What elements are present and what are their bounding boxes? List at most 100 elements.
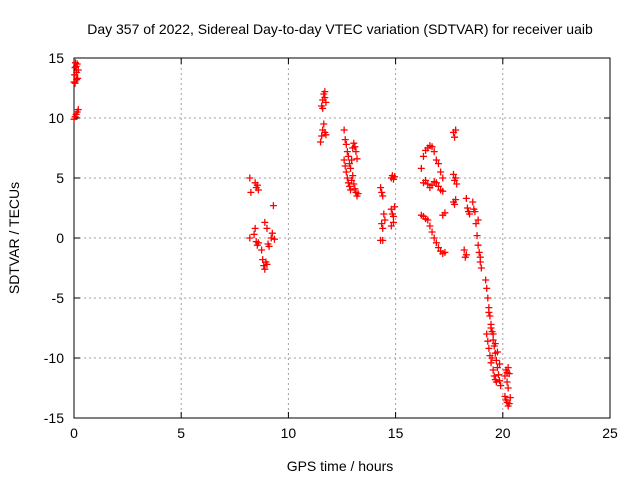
data-point (353, 155, 361, 163)
data-point (343, 148, 351, 156)
data-point (349, 172, 357, 180)
data-point (439, 187, 447, 195)
data-point (490, 372, 498, 380)
data-point (434, 160, 442, 168)
data-point (348, 176, 356, 184)
data-point (489, 336, 497, 344)
data-point (417, 164, 425, 172)
data-point (422, 176, 430, 184)
data-point (430, 234, 438, 242)
data-point (321, 94, 329, 102)
data-point (322, 131, 330, 139)
grid (74, 58, 610, 418)
data-point (351, 143, 359, 151)
data-point (495, 371, 503, 379)
x-tick-label: 5 (177, 425, 185, 441)
data-point (346, 182, 354, 190)
data-point (74, 74, 82, 82)
data-point (378, 188, 386, 196)
data-point (452, 174, 460, 182)
data-point (503, 378, 511, 386)
data-point (74, 66, 82, 74)
data-point (341, 136, 349, 144)
data-point (496, 360, 504, 368)
data-point (428, 181, 436, 189)
x-tick-label: 15 (388, 425, 404, 441)
data-point (263, 260, 271, 268)
data-point (505, 370, 513, 378)
data-point (437, 168, 445, 176)
data-point (489, 366, 497, 374)
data-point (347, 164, 355, 172)
data-point (319, 104, 327, 112)
data-point (389, 212, 397, 220)
data-point (491, 340, 499, 348)
data-point (492, 356, 500, 364)
data-point (469, 198, 477, 206)
data-point (260, 262, 268, 270)
x-axis-label: GPS time / hours (287, 458, 394, 474)
data-point (506, 394, 514, 402)
data-point (451, 200, 459, 208)
data-point (378, 220, 386, 228)
data-point (265, 242, 273, 250)
data-point (497, 382, 505, 390)
data-point (250, 230, 258, 238)
data-point (483, 330, 491, 338)
data-point (317, 138, 325, 146)
data-point (492, 378, 500, 386)
y-axis-label: SDTVAR / TECUs (6, 182, 22, 294)
data-point (73, 76, 81, 84)
data-point (254, 239, 262, 247)
y-tick-label: -15 (44, 410, 64, 426)
data-point (487, 324, 495, 332)
data-point (387, 222, 395, 230)
data-point (475, 248, 483, 256)
data-point (71, 79, 79, 87)
y-tick-label: 0 (56, 230, 64, 246)
x-tick-label: 20 (495, 425, 511, 441)
axis-ticks: 0 5 10 15 20 25 -15 -10 -5 0 5 10 15 (44, 50, 618, 441)
data-point (342, 168, 350, 176)
data-point (461, 253, 469, 261)
data-point (505, 400, 513, 408)
data-point (462, 194, 470, 202)
data-point (430, 148, 438, 156)
data-point (340, 156, 348, 164)
data-point (501, 392, 509, 400)
data-point (251, 224, 259, 232)
data-point (453, 180, 461, 188)
data-point (391, 203, 399, 211)
data-point (496, 377, 504, 385)
data-point (493, 348, 501, 356)
data-point (489, 330, 497, 338)
data-point (354, 190, 362, 198)
data-point (485, 344, 493, 352)
data-point (424, 216, 432, 224)
data-point (432, 239, 440, 247)
data-point (473, 232, 481, 240)
data-point (268, 229, 276, 237)
data-point (74, 106, 82, 114)
data-point (350, 180, 358, 188)
data-point (487, 359, 495, 367)
data-point (460, 246, 468, 254)
data-point (441, 248, 449, 256)
data-point (452, 126, 460, 134)
data-point (321, 88, 329, 96)
y-tick-label: -5 (52, 290, 65, 306)
data-point (246, 234, 254, 242)
data-point (253, 181, 261, 189)
data-point (267, 234, 275, 242)
data-point (391, 173, 399, 181)
data-point (428, 228, 436, 236)
data-point (424, 180, 432, 188)
data-point (322, 98, 330, 106)
data-point (501, 372, 509, 380)
data-point (379, 192, 387, 200)
data-point (346, 160, 354, 168)
data-point (439, 174, 447, 182)
data-point (258, 246, 266, 254)
data-point (451, 133, 459, 141)
